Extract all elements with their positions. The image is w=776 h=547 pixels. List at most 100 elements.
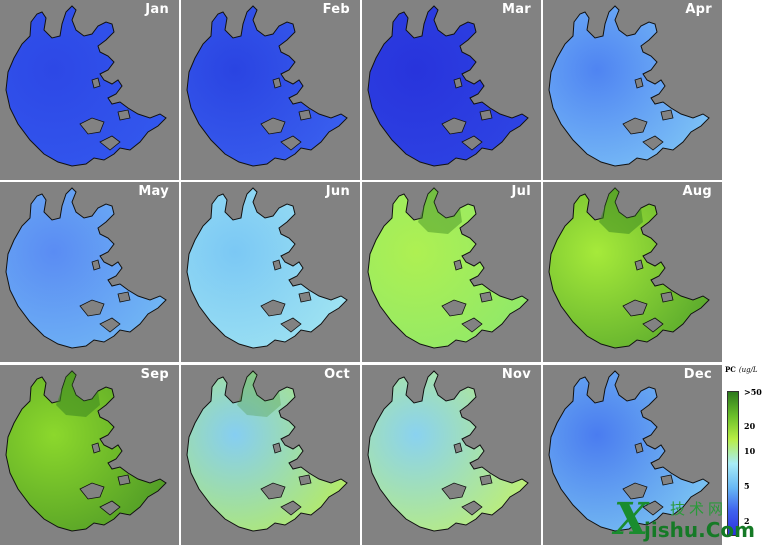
lake-surface <box>186 187 348 349</box>
island-3 <box>453 442 463 454</box>
island-2 <box>298 109 312 121</box>
lake-map <box>5 5 167 167</box>
month-label: Nov <box>501 367 531 382</box>
lake-map <box>186 187 348 349</box>
island-1 <box>642 500 664 516</box>
map-panel-mar: Mar <box>362 0 541 180</box>
island-0 <box>622 482 648 500</box>
map-panel-oct: Oct <box>181 365 360 545</box>
map-panel-dec: Dec <box>543 365 722 545</box>
lake-map <box>548 5 710 167</box>
watermark-chinese: 技术网 <box>670 500 728 518</box>
lake-surface <box>367 5 529 167</box>
bloom-patch <box>599 188 643 234</box>
colorbar <box>727 391 739 536</box>
lake-surface <box>5 187 167 349</box>
island-0 <box>441 482 467 500</box>
island-2 <box>117 291 131 303</box>
lake-surface <box>367 370 529 532</box>
month-label: Apr <box>685 2 712 17</box>
island-3 <box>453 259 463 271</box>
tick-label-10: 10 <box>744 446 756 456</box>
island-2 <box>660 291 674 303</box>
month-label: Jun <box>325 184 350 199</box>
lake-map <box>186 5 348 167</box>
map-panel-jul: Jul <box>362 182 541 362</box>
lake-map <box>367 370 529 532</box>
map-panel-may: May <box>0 182 179 362</box>
map-panel-nov: Nov <box>362 365 541 545</box>
legend-variable: PC <box>725 365 736 374</box>
lake-surface <box>367 187 529 349</box>
island-0 <box>622 299 648 317</box>
island-2 <box>479 291 493 303</box>
island-3 <box>91 259 101 271</box>
month-label: Mar <box>501 2 531 17</box>
island-2 <box>479 109 493 121</box>
lake-surface <box>548 187 710 349</box>
island-3 <box>453 77 463 89</box>
island-1 <box>99 317 121 333</box>
legend-unit: (ug/L <box>738 366 758 374</box>
map-panel-feb: Feb <box>181 0 360 180</box>
tick-label-2: 2 <box>744 516 750 526</box>
map-panel-apr: Apr <box>543 0 722 180</box>
map-panel-sep: Sep <box>0 365 179 545</box>
bloom-patch <box>56 371 100 417</box>
month-label: Oct <box>324 367 350 382</box>
island-1 <box>99 135 121 151</box>
island-2 <box>479 474 493 486</box>
island-1 <box>280 135 302 151</box>
watermark-url: jishu.Com <box>644 518 755 542</box>
island-1 <box>642 317 664 333</box>
month-label: Jul <box>511 184 531 199</box>
island-3 <box>272 259 282 271</box>
island-0 <box>622 117 648 135</box>
island-3 <box>272 442 282 454</box>
island-0 <box>260 482 286 500</box>
bloom-patch <box>418 188 462 234</box>
island-0 <box>441 117 467 135</box>
lake-map <box>5 370 167 532</box>
island-1 <box>642 135 664 151</box>
island-2 <box>298 474 312 486</box>
island-0 <box>441 299 467 317</box>
island-2 <box>117 109 131 121</box>
island-1 <box>461 500 483 516</box>
island-1 <box>280 317 302 333</box>
month-label: May <box>138 184 169 199</box>
island-0 <box>79 299 105 317</box>
tick-label-5: 5 <box>744 481 750 491</box>
island-2 <box>117 474 131 486</box>
lake-map <box>367 5 529 167</box>
map-panel-jun: Jun <box>181 182 360 362</box>
island-0 <box>260 299 286 317</box>
island-2 <box>660 109 674 121</box>
lake-map <box>186 370 348 532</box>
map-panel-aug: Aug <box>543 182 722 362</box>
watermark-logo: X 技术网 jishu.Com <box>610 496 776 547</box>
tick-label-20: 20 <box>744 421 756 431</box>
legend-title: PC (ug/L <box>725 365 758 374</box>
tick-label-max: >50 <box>744 387 762 397</box>
month-label: Aug <box>682 184 712 199</box>
month-label: Sep <box>140 367 169 382</box>
lake-surface <box>5 5 167 167</box>
island-2 <box>298 291 312 303</box>
island-1 <box>461 135 483 151</box>
island-3 <box>91 77 101 89</box>
lake-surface <box>548 5 710 167</box>
island-0 <box>260 117 286 135</box>
island-1 <box>99 500 121 516</box>
bloom-patch <box>237 371 281 417</box>
watermark-letter: X <box>614 494 649 545</box>
lake-surface <box>186 370 348 532</box>
month-label: Dec <box>683 367 712 382</box>
island-3 <box>272 77 282 89</box>
lake-surface <box>5 370 167 532</box>
island-3 <box>91 442 101 454</box>
island-3 <box>634 259 644 271</box>
island-0 <box>79 482 105 500</box>
lake-surface <box>548 370 710 532</box>
island-0 <box>79 117 105 135</box>
